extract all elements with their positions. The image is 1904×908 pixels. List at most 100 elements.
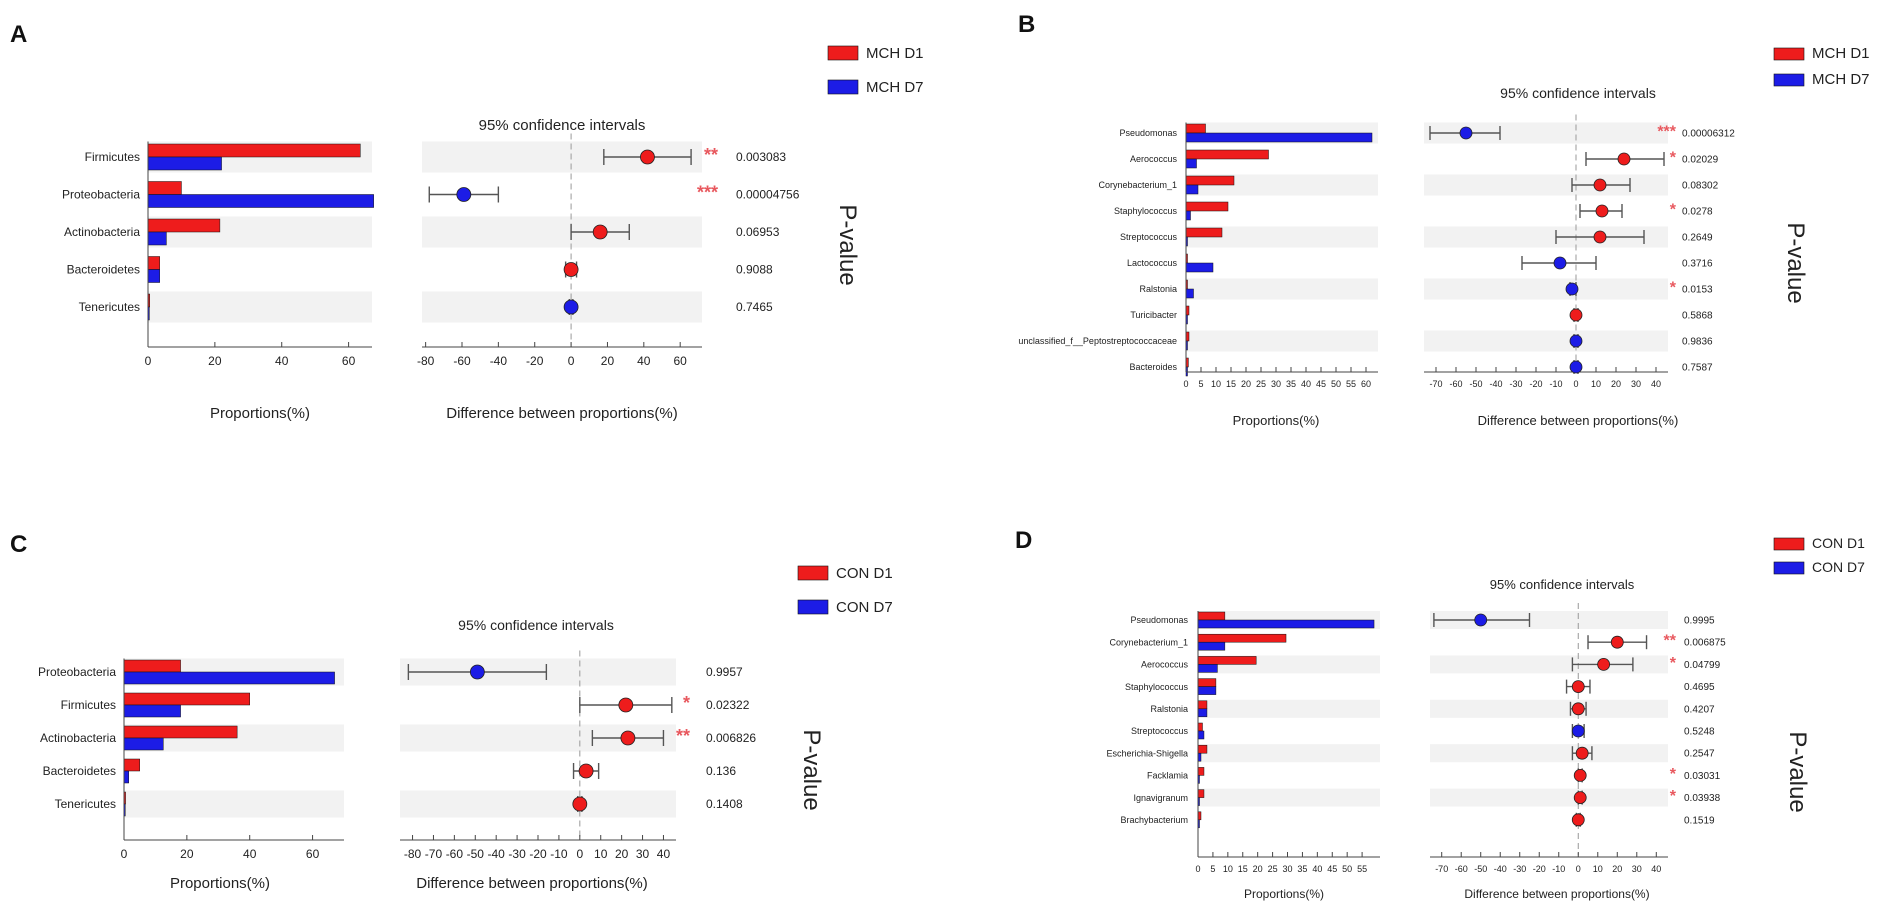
p-value-axis-title: P-value (798, 729, 825, 810)
x-tick-label: 0 (1195, 864, 1200, 874)
bar-group1 (1185, 227, 1223, 238)
ci-tick-label: -70 (1435, 864, 1448, 874)
significance-stars: * (1670, 766, 1677, 783)
x-tick-label: 55 (1357, 864, 1367, 874)
ci-point (563, 299, 579, 315)
ci-point (620, 730, 636, 746)
p-value: 0.9088 (736, 263, 773, 277)
legend-swatch (797, 599, 829, 615)
ci-point (1575, 746, 1589, 760)
legend-swatch (827, 45, 859, 61)
category-label: Ignavigranum (1133, 793, 1188, 803)
bar-group2 (147, 156, 222, 171)
ci-tick-label: 30 (1631, 379, 1641, 389)
x-tick-label: 40 (243, 847, 257, 861)
ci-point (640, 149, 655, 165)
ci-tick-label: -20 (529, 847, 547, 861)
x-tick-label: 10 (1211, 379, 1221, 389)
bar-group2 (147, 194, 374, 208)
ci-row-band (1424, 330, 1668, 352)
ci-point (1597, 658, 1611, 671)
bar-group2 (1185, 262, 1214, 273)
p-value: 0.00006312 (1682, 129, 1735, 140)
ci-point (1593, 178, 1607, 192)
p-value: 0.02029 (1682, 155, 1719, 166)
significance-stars: ** (1664, 633, 1677, 650)
bar-group2 (123, 671, 335, 685)
ci-row-band (1424, 174, 1668, 196)
category-label: Actinobacteria (40, 731, 116, 745)
row-band (148, 291, 372, 323)
x-tick-label: 15 (1226, 379, 1236, 389)
x-tick-label: 0 (1183, 379, 1188, 389)
ci-tick-label: -60 (1449, 379, 1462, 389)
ci-title: 95% confidence intervals (479, 117, 646, 134)
ci-tick-label: 40 (1651, 864, 1661, 874)
ci-point (563, 262, 579, 277)
bar-group2 (147, 231, 167, 246)
bar-group2 (147, 269, 160, 283)
ci-tick-label: 40 (637, 354, 651, 368)
bar-group1 (1197, 678, 1217, 687)
category-label: Pseudomonas (1130, 615, 1188, 625)
ci-point (1617, 152, 1631, 166)
ci-tick-label: -60 (453, 354, 471, 368)
p-value: 0.9836 (1682, 337, 1713, 348)
p-value: 0.1408 (706, 797, 743, 811)
ci-tick-label: -60 (446, 847, 464, 861)
ci-row-band (400, 790, 676, 818)
ci-point (1569, 334, 1583, 348)
p-value: 0.1519 (1684, 815, 1715, 826)
significance-stars: ** (704, 145, 718, 165)
bar-group1 (1197, 744, 1208, 754)
ci-tick-label: 40 (1651, 379, 1661, 389)
category-label: Facklamia (1147, 771, 1188, 781)
ci-point (456, 187, 472, 202)
bar-group1 (1185, 123, 1206, 134)
p-value: 0.136 (706, 764, 736, 778)
panel-c: C CON D1 CON D7 Proteobacteria Firmicutes Act… (10, 531, 893, 892)
category-label: Bacteroidetes (67, 263, 140, 277)
bar-group2 (123, 704, 181, 718)
p-value: 0.003083 (736, 150, 786, 164)
p-value: 0.5248 (1684, 727, 1715, 738)
ci-tick-label: -60 (1455, 864, 1468, 874)
p-value: 0.08302 (1682, 181, 1719, 192)
bar-group2 (1197, 708, 1208, 718)
category-label: Brachybacterium (1120, 815, 1188, 825)
bar-group1 (1197, 611, 1226, 621)
row-band (1186, 278, 1378, 300)
ci-row-band (1430, 611, 1668, 629)
p-value-axis-title: P-value (1784, 731, 1811, 812)
p-value: 0.006826 (706, 731, 756, 745)
category-label: Corynebacterium_1 (1109, 637, 1188, 647)
legend-swatch (1773, 73, 1805, 87)
legend-label: MCH D7 (866, 79, 924, 96)
legend-label: CON D1 (1812, 535, 1865, 551)
x-tick-label: 60 (342, 354, 356, 368)
ci-point (1474, 613, 1488, 627)
category-label: Bacteroidetes (43, 764, 116, 778)
x-tick-label: 40 (1312, 864, 1322, 874)
difference-axis-label: Difference between proportions(%) (416, 875, 648, 892)
ci-tick-label: 40 (657, 847, 671, 861)
ci-title: 95% confidence intervals (458, 617, 614, 633)
ci-tick-label: 30 (636, 847, 650, 861)
category-label: Escherichia-Shigella (1106, 748, 1188, 758)
ci-point (1593, 230, 1607, 244)
ci-point (1571, 813, 1585, 827)
bar-group1 (1197, 722, 1203, 732)
p-value: 0.3716 (1682, 259, 1713, 270)
legend-swatch (1773, 537, 1805, 551)
p-value: 0.04799 (1684, 660, 1721, 671)
p-value: 0.7465 (736, 300, 773, 314)
row-band (1198, 699, 1380, 718)
x-tick-label: 0 (121, 847, 128, 861)
p-value: 0.4695 (1684, 682, 1715, 693)
panel-letter: A (10, 21, 27, 48)
x-tick-label: 20 (180, 847, 194, 861)
significance-stars: *** (697, 183, 718, 203)
ci-tick-label: -80 (404, 847, 422, 861)
panel-b: B MCH D1 MCH D7 Pseudomonas Aerococcus Coryne… (1018, 11, 1870, 428)
ci-point (592, 224, 608, 240)
